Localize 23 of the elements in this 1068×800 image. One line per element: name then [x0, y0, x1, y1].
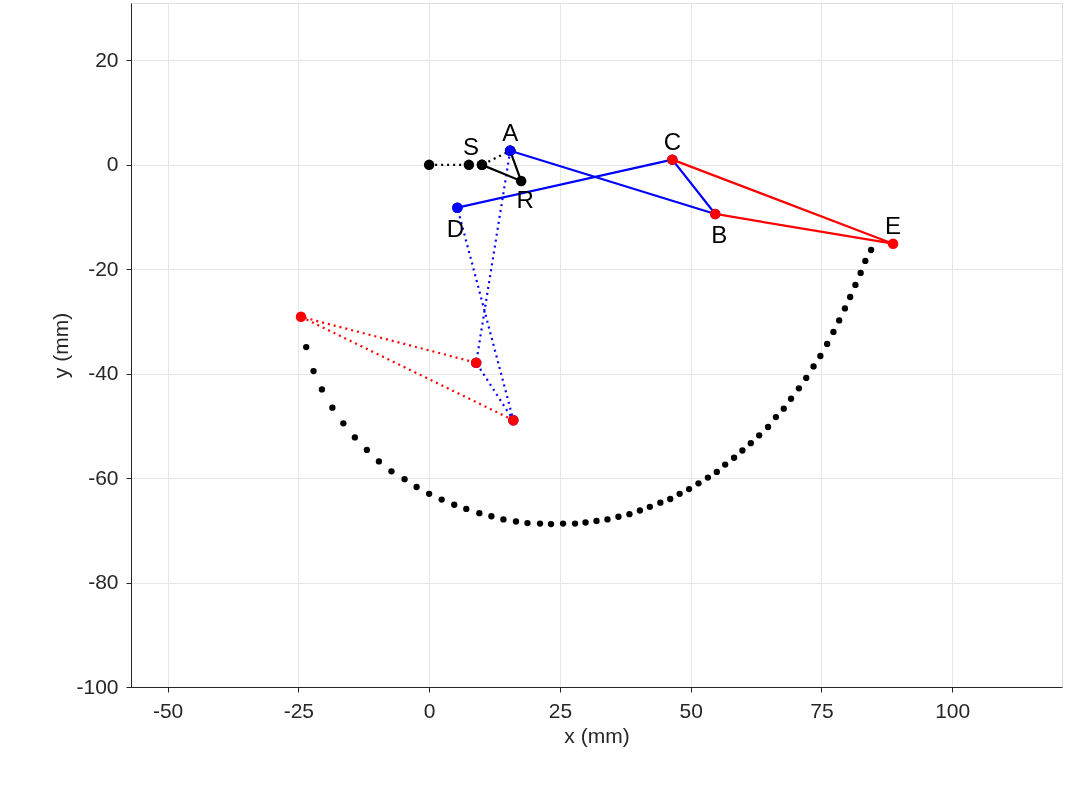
annotation: E	[885, 211, 902, 239]
annotation: C	[663, 127, 682, 155]
annotation: R	[516, 186, 534, 214]
x-tick-label: 75	[810, 698, 834, 722]
y-tick-label: -100	[76, 674, 119, 698]
x-tick-label: 25	[548, 698, 573, 722]
y-tick-label: 20	[95, 47, 119, 71]
y-tick-label: -40	[88, 361, 119, 385]
y-tick-label: -60	[88, 465, 119, 489]
x-axis-title: x (mm)	[564, 723, 630, 747]
annotation: D	[446, 214, 465, 242]
x-tick-label: -50	[152, 698, 184, 722]
annotation: A	[502, 118, 519, 146]
x-tick-label: 50	[679, 698, 703, 722]
x-tick-label: -25	[283, 698, 315, 722]
x-tick-label: 100	[935, 698, 971, 722]
y-axis-title: y (mm)	[49, 312, 73, 379]
y-tick-label: -20	[88, 256, 119, 280]
annotation: S	[462, 132, 479, 160]
y-tick-label: -80	[88, 570, 119, 594]
y-tick-label: 0	[106, 152, 119, 176]
x-tick-label: 0	[423, 698, 436, 722]
annotation: B	[711, 220, 728, 248]
